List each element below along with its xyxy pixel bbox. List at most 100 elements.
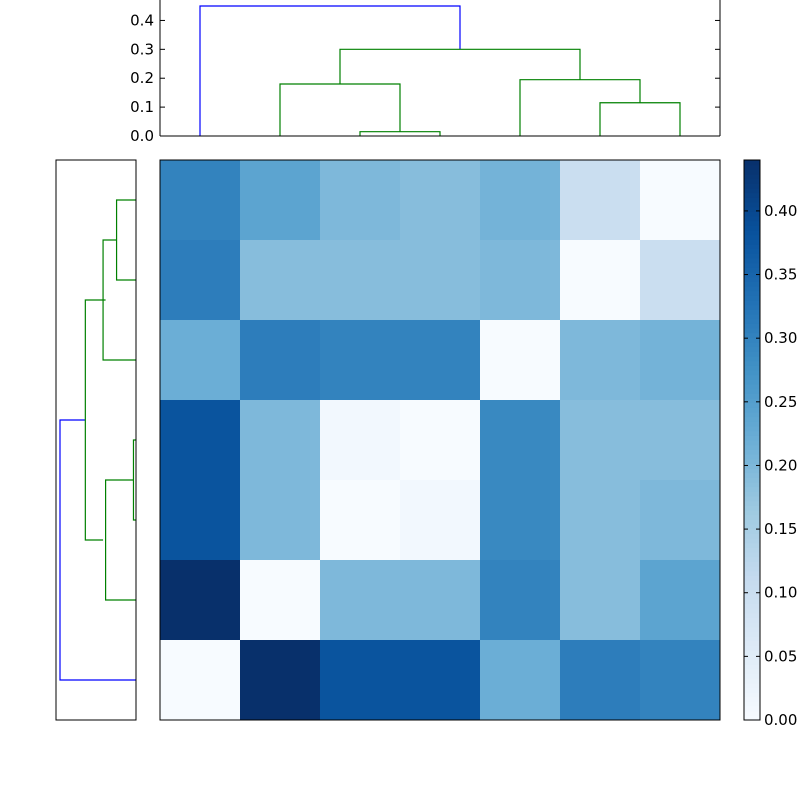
colorbar-segment bbox=[744, 253, 760, 259]
colorbar-segment bbox=[744, 528, 760, 534]
heatmap-cell bbox=[480, 320, 561, 401]
colorbar-segment bbox=[744, 337, 760, 343]
colorbar-segment bbox=[744, 706, 760, 712]
colorbar-segment bbox=[744, 580, 760, 586]
colorbar-segment bbox=[744, 449, 760, 455]
heatmap-cell bbox=[640, 160, 721, 241]
colorbar-segment bbox=[744, 374, 760, 380]
heatmap-cell bbox=[560, 400, 641, 481]
heatmap-cell bbox=[160, 560, 241, 641]
colorbar-tick-label: 0.15 bbox=[764, 520, 797, 538]
colorbar-segment bbox=[744, 346, 760, 352]
heatmap-cell bbox=[640, 480, 721, 561]
colorbar-segment bbox=[744, 612, 760, 618]
colorbar-segment bbox=[744, 458, 760, 464]
heatmap-cell bbox=[240, 640, 321, 721]
colorbar-segment bbox=[744, 290, 760, 296]
colorbar-segment bbox=[744, 468, 760, 474]
colorbar: 0.00 0.05 0.10 0.15 0.20 0.25 0.30 0.35 0.40 bbox=[743, 159, 797, 729]
colorbar-tick-label: 0.10 bbox=[764, 584, 797, 602]
heatmap-cell bbox=[160, 160, 241, 241]
colorbar-segment bbox=[744, 650, 760, 656]
colorbar-segment bbox=[744, 356, 760, 362]
heatmap-cell bbox=[400, 560, 481, 641]
heatmap-cell bbox=[320, 320, 401, 401]
colorbar-segment bbox=[744, 668, 760, 674]
heatmap-cell bbox=[480, 640, 561, 721]
colorbar-segment bbox=[744, 640, 760, 646]
top-dendrogram-link bbox=[359, 131, 441, 136]
colorbar-segment bbox=[744, 538, 760, 544]
heatmap-cell bbox=[160, 240, 241, 321]
left-dendrogram-link bbox=[102, 239, 136, 361]
heatmap-cell bbox=[560, 640, 641, 721]
heatmap-cell bbox=[400, 480, 481, 561]
colorbar-segment bbox=[744, 687, 760, 693]
heatmap-cell bbox=[560, 320, 641, 401]
colorbar-segment bbox=[744, 547, 760, 553]
colorbar-segment bbox=[744, 715, 760, 721]
colorbar-segment bbox=[744, 211, 760, 217]
heatmap-cell bbox=[480, 480, 561, 561]
colorbar-segment bbox=[744, 477, 760, 483]
colorbar-segment bbox=[744, 164, 760, 170]
heatmap-cell bbox=[240, 160, 321, 241]
colorbar-segment bbox=[744, 286, 760, 292]
colorbar-tick-label: 0.20 bbox=[764, 456, 797, 474]
colorbar-segment bbox=[744, 300, 760, 306]
colorbar-segment bbox=[744, 710, 760, 716]
colorbar-segment bbox=[744, 500, 760, 506]
heatmap-cell bbox=[320, 560, 401, 641]
colorbar-segment bbox=[744, 463, 760, 469]
heatmap-cell bbox=[160, 640, 241, 721]
colorbar-segment bbox=[744, 160, 760, 166]
heatmap-frame bbox=[159, 159, 721, 721]
colorbar-segment bbox=[744, 365, 760, 371]
colorbar-segment bbox=[744, 552, 760, 558]
heatmap-cell bbox=[560, 480, 641, 561]
heatmap-cell bbox=[400, 400, 481, 481]
colorbar-segment bbox=[744, 416, 760, 422]
colorbar-tick-label: 0.00 bbox=[764, 711, 797, 729]
heatmap-cell bbox=[320, 640, 401, 721]
colorbar-segment bbox=[744, 304, 760, 310]
top-dendrogram-link bbox=[199, 5, 461, 136]
top-dendrogram-tick-label: 0.2 bbox=[130, 69, 154, 87]
colorbar-segment bbox=[744, 496, 760, 502]
heatmap-cell bbox=[400, 640, 481, 721]
colorbar-segment bbox=[744, 281, 760, 287]
heatmap-cell bbox=[480, 560, 561, 641]
colorbar-segment bbox=[744, 262, 760, 268]
colorbar-segment bbox=[744, 295, 760, 301]
colorbar-segment bbox=[744, 678, 760, 684]
heatmap bbox=[159, 159, 721, 721]
top-dendrogram-link bbox=[599, 102, 681, 136]
heatmap-cell bbox=[400, 240, 481, 321]
heatmap-cell bbox=[320, 480, 401, 561]
heatmap-cell bbox=[240, 320, 321, 401]
heatmap-cell bbox=[240, 560, 321, 641]
colorbar-segment bbox=[744, 435, 760, 441]
heatmap-cell bbox=[240, 480, 321, 561]
colorbar-segment bbox=[744, 239, 760, 245]
colorbar-segment bbox=[744, 351, 760, 357]
colorbar-segment bbox=[744, 388, 760, 394]
colorbar-segment bbox=[744, 398, 760, 404]
left-dendrogram-link bbox=[115, 199, 136, 281]
colorbar-segment bbox=[744, 566, 760, 572]
colorbar-segment bbox=[744, 454, 760, 460]
colorbar-segment bbox=[744, 608, 760, 614]
left-dendrogram bbox=[55, 159, 137, 721]
colorbar-segment bbox=[744, 216, 760, 222]
colorbar-segment bbox=[744, 519, 760, 525]
colorbar-segment bbox=[744, 332, 760, 338]
colorbar-segment bbox=[744, 430, 760, 436]
colorbar-segment bbox=[744, 272, 760, 278]
colorbar-segment bbox=[744, 570, 760, 576]
colorbar-tick-label: 0.40 bbox=[764, 202, 797, 220]
heatmap-cell bbox=[240, 400, 321, 481]
colorbar-segment bbox=[744, 328, 760, 334]
heatmap-cell bbox=[240, 240, 321, 321]
heatmap-cell bbox=[160, 320, 241, 401]
